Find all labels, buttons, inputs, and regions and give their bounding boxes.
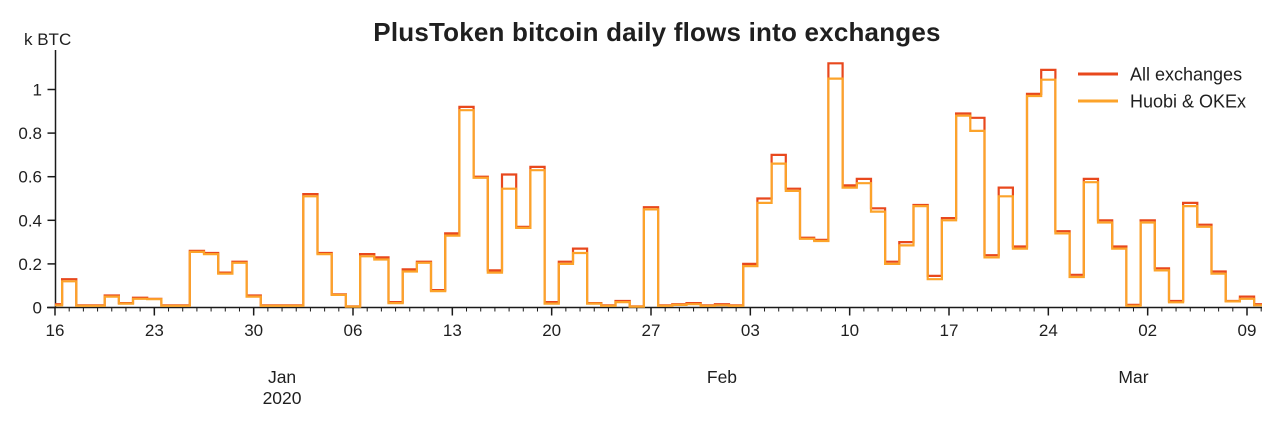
y-tick-label: 0.4 <box>18 211 42 230</box>
chart-title: PlusToken bitcoin daily flows into excha… <box>373 17 940 47</box>
x-tick-label: 09 <box>1238 321 1257 340</box>
year-label: 2020 <box>263 388 302 408</box>
x-tick-label: 10 <box>840 321 859 340</box>
x-tick-label: 23 <box>145 321 164 340</box>
y-tick-label: 0.8 <box>18 124 42 143</box>
x-tick-label: 27 <box>642 321 661 340</box>
x-tick-label: 06 <box>344 321 363 340</box>
y-axis-unit-label: k BTC <box>24 30 71 49</box>
x-tick-label: 02 <box>1138 321 1157 340</box>
month-label: Jan <box>268 367 296 387</box>
y-tick-label: 1 <box>33 81 42 100</box>
x-tick-label: 20 <box>542 321 561 340</box>
legend: All exchanges Huobi & OKEx <box>1078 65 1246 112</box>
x-tick-label: 30 <box>244 321 263 340</box>
x-tick-label: 16 <box>46 321 65 340</box>
y-tick-label: 0 <box>33 299 42 318</box>
plot-area: 0 0.2 0.4 0.6 0.8 1 16 23 30 06 13 20 27 03 10 17 24 02 09… <box>18 50 1262 408</box>
series-line-huobi-okex <box>55 77 1262 308</box>
x-tick-label: 24 <box>1039 321 1058 340</box>
legend-label-huobi-okex: Huobi & OKEx <box>1130 92 1246 112</box>
x-tick-label: 17 <box>940 321 959 340</box>
y-tick-label: 0.6 <box>18 168 42 187</box>
x-tick-label: 13 <box>443 321 462 340</box>
y-tick-label: 0.2 <box>18 255 42 274</box>
legend-label-all-exchanges: All exchanges <box>1130 65 1242 85</box>
month-label: Feb <box>707 367 737 387</box>
month-label: Mar <box>1118 367 1148 387</box>
x-tick-label: 03 <box>741 321 760 340</box>
